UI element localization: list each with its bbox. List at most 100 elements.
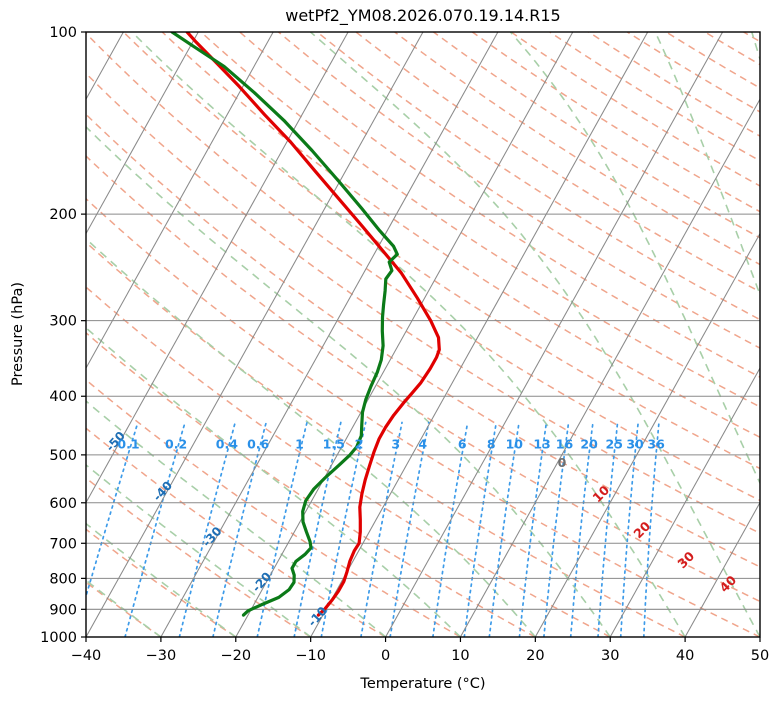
dry-adiabat (86, 197, 760, 637)
dry-adiabat (200, 32, 760, 408)
isotherm (459, 98, 760, 637)
moist-adiabat (86, 237, 536, 637)
y-tick-label: 1000 (40, 630, 77, 646)
dry-adiabat (86, 331, 536, 637)
dry-adiabat (86, 113, 760, 568)
dry-adiabat (86, 32, 760, 502)
x-tick-label: 0 (381, 648, 390, 664)
mixing-ratio-line (619, 421, 640, 637)
isotherm (86, 32, 349, 504)
dry-adiabat (278, 32, 760, 349)
moist-adiabat-lines (86, 32, 760, 637)
mixing-ratio-label: 20 (580, 436, 598, 451)
isotherm (684, 501, 760, 637)
mixing-ratio-line (256, 421, 308, 637)
mixing-ratio-label: 16 (556, 436, 574, 451)
mixing-ratio-line (212, 421, 268, 637)
mixing-ratio-label: 13 (533, 436, 550, 451)
series-dewpoint (170, 32, 399, 617)
x-tick-label: 40 (676, 648, 694, 664)
moist-adiabat (131, 32, 686, 637)
mixing-ratio-line (389, 421, 430, 637)
isotherm (86, 32, 424, 637)
dry-adiabat (86, 581, 162, 637)
x-tick-label: −30 (146, 648, 177, 664)
mixing-ratio-label: 25 (606, 436, 623, 451)
x-tick-label: −20 (220, 648, 251, 664)
mixing-ratio-label: 1.5 (323, 436, 345, 451)
sounding-curves (170, 32, 441, 617)
mixing-ratio-line (432, 421, 469, 637)
zero-marker: 0 (558, 455, 567, 470)
y-axis-label: Pressure (hPa) (10, 282, 26, 386)
dry-adiabat (86, 155, 760, 603)
y-axis-ticks: 100 200 300 400 500 600 700 800 900 1000 (40, 25, 86, 646)
mixing-ratio-label: 0.2 (165, 436, 187, 451)
mixing-ratio-line (642, 421, 660, 637)
x-tick-label: 30 (601, 648, 619, 664)
isotherm (86, 32, 199, 235)
y-tick-label: 100 (49, 25, 77, 41)
y-tick-label: 700 (49, 536, 77, 552)
dry-adiabat-lines (86, 32, 760, 637)
mixing-ratio-label: 1 (295, 436, 304, 451)
moist-adiabat (509, 32, 760, 486)
plot-background (86, 32, 760, 637)
dry-adiabat (86, 378, 461, 637)
dry-adiabat (86, 528, 237, 637)
mixing-ratio-label: 4 (418, 436, 427, 451)
y-tick-label: 900 (49, 602, 77, 618)
isotherm (86, 32, 274, 370)
dry-adiabat (86, 72, 760, 535)
dry-adiabat (86, 241, 686, 637)
dry-adiabat (86, 286, 611, 637)
mixing-ratio-label: 10 (506, 436, 524, 451)
dry-adiabat (86, 427, 386, 637)
x-tick-label: −10 (295, 648, 326, 664)
plot-border (85, 31, 761, 638)
mixing-ratio-label: 2 (355, 436, 364, 451)
mixing-ratio-label: 3 (391, 436, 400, 451)
pressure-gridlines (86, 32, 760, 637)
mixing-ratio-label: 6 (458, 436, 467, 451)
dry-adiabat (239, 32, 760, 378)
isotherm (534, 232, 760, 637)
mixing-ratio-line (86, 421, 139, 600)
mixing-ratio-label: 30 (626, 436, 644, 451)
mixing-ratio-line (569, 421, 594, 637)
isotherm (385, 32, 724, 637)
y-tick-label: 600 (49, 496, 77, 512)
x-tick-label: 50 (751, 648, 769, 664)
mixing-ratio-label: 36 (647, 436, 665, 451)
moist-adiabat (654, 32, 760, 297)
moist-adiabat (309, 32, 760, 637)
mixing-ratio-line (320, 421, 367, 637)
x-tick-label: 20 (526, 648, 544, 664)
mixing-ratio-line (463, 421, 498, 637)
isotherm (235, 32, 574, 637)
x-axis-label: Temperature (°C) (359, 676, 485, 692)
mixing-ratio-lines (86, 421, 660, 637)
mixing-ratio-label: 0.4 (216, 436, 238, 451)
isotherm (160, 32, 499, 637)
series-temperature (185, 32, 441, 617)
mixing-ratio-line (178, 421, 237, 637)
isotherm-lines (86, 32, 760, 637)
moist-adiabat (86, 326, 461, 637)
y-tick-label: 400 (49, 389, 77, 405)
isotherm (609, 366, 760, 637)
dry-adiabat (161, 32, 760, 439)
chart-title: wetPf2_YM08.2026.070.19.14.R15 (285, 6, 560, 26)
mixing-ratio-line (518, 421, 548, 637)
moist-adiabat (86, 125, 611, 637)
mixing-ratio-line (597, 421, 619, 637)
x-tick-label: −40 (71, 648, 102, 664)
isotherm (310, 32, 649, 637)
dry-adiabat (86, 477, 312, 637)
moist-adiabat (86, 463, 312, 637)
mixing-ratio-label: 0.6 (247, 436, 269, 451)
mixing-ratio-label: 0.1 (117, 436, 139, 451)
mixing-ratio-line (543, 421, 570, 637)
y-tick-label: 800 (49, 571, 77, 587)
mixing-ratio-line (488, 421, 520, 637)
